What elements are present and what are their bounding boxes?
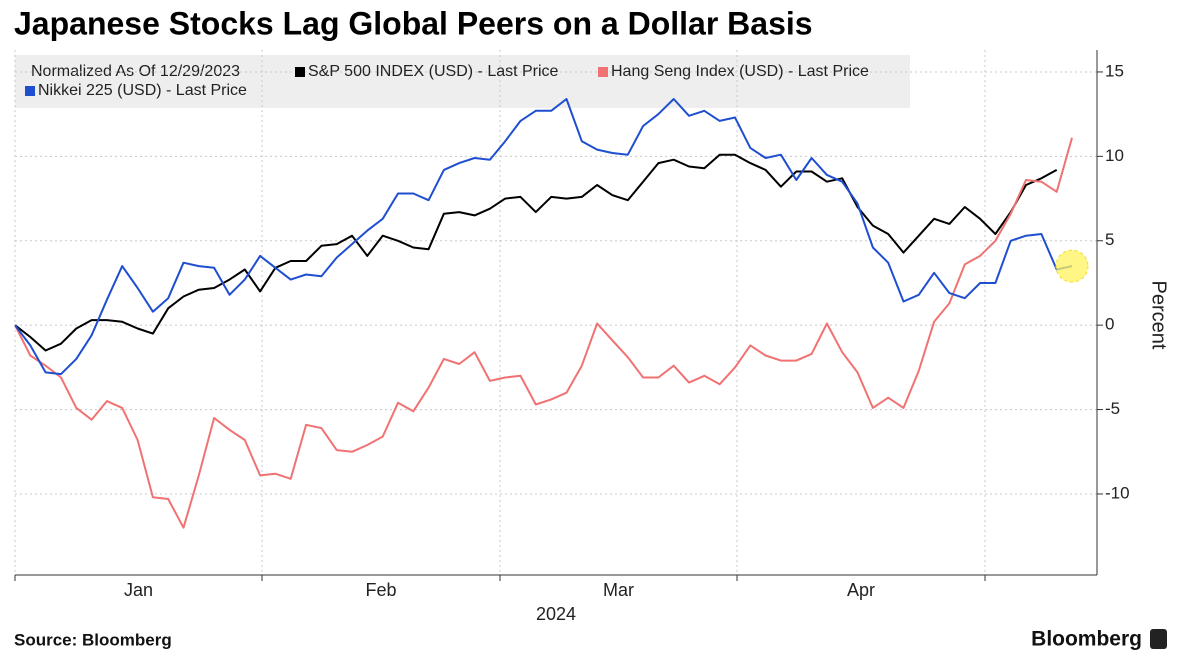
y-tick-label: -5 [1105, 399, 1120, 418]
legend-label: Nikkei 225 (USD) - Last Price [38, 82, 247, 99]
highlight [1055, 249, 1089, 283]
brand-icon [1150, 629, 1167, 649]
source: Source: Bloomberg [14, 630, 172, 649]
y-tick-label: -10 [1105, 483, 1130, 502]
legend-label: Hang Seng Index (USD) - Last Price [611, 63, 869, 80]
series-line [14, 137, 1073, 529]
y-tick-label: 15 [1105, 61, 1124, 80]
x-tick-label: Jan [124, 580, 153, 600]
x-tick-label: Apr [847, 580, 875, 600]
y-tick-label: 0 [1105, 315, 1114, 334]
y-axis-label: Percent [1148, 281, 1170, 350]
legend-box [15, 55, 910, 108]
brand: Bloomberg [1031, 628, 1142, 651]
y-tick-label: 5 [1105, 230, 1114, 249]
legend-swatch [25, 86, 35, 96]
x-year-label: 2024 [536, 604, 576, 624]
x-tick-label: Mar [603, 580, 634, 600]
legend-label: S&P 500 INDEX (USD) - Last Price [308, 63, 559, 80]
chart-title: Japanese Stocks Lag Global Peers on a Do… [14, 5, 813, 41]
series-line [14, 98, 1073, 376]
x-tick-label: Feb [365, 580, 396, 600]
y-tick-label: 10 [1105, 146, 1124, 165]
legend-swatch [598, 67, 608, 77]
series-line [14, 153, 1058, 352]
legend-swatch [295, 67, 305, 77]
